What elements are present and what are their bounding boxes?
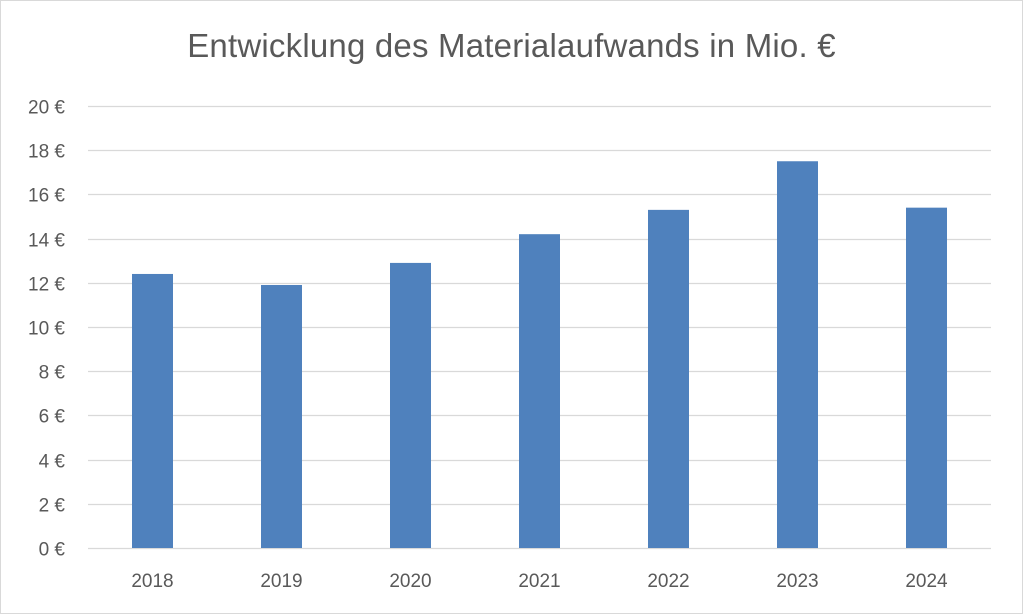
x-tick-label: 2023 xyxy=(776,571,818,592)
y-tick-label: 10 € xyxy=(28,319,65,340)
bar-2024 xyxy=(906,207,947,548)
y-tick-label: 8 € xyxy=(39,363,66,384)
y-tick-label: 4 € xyxy=(39,452,66,473)
bars xyxy=(132,161,947,548)
y-tick-label: 2 € xyxy=(39,496,66,517)
x-tick-label: 2022 xyxy=(647,571,689,592)
bar-2023 xyxy=(777,161,818,548)
x-tick-label: 2024 xyxy=(905,571,948,592)
bar-2020 xyxy=(390,262,431,548)
bar-2019 xyxy=(261,285,302,548)
y-tick-label: 12 € xyxy=(28,275,65,296)
y-axis-tick-labels: 0 € 2 € 4 € 6 € 8 € 10 € 12 € 14 € 16 € 18 € 20 € xyxy=(28,98,65,561)
y-tick-label: 14 € xyxy=(28,231,65,252)
bar-2018 xyxy=(132,273,173,548)
y-tick-label: 18 € xyxy=(28,142,65,163)
y-tick-label: 0 € xyxy=(39,540,66,561)
y-tick-label: 20 € xyxy=(28,98,65,119)
x-tick-label: 2018 xyxy=(131,571,173,592)
y-tick-label: 6 € xyxy=(39,407,66,428)
bar-2022 xyxy=(648,209,689,548)
x-tick-label: 2020 xyxy=(389,571,431,592)
bar-2021 xyxy=(519,234,560,548)
chart-title: Entwicklung des Materialaufwands in Mio.… xyxy=(187,27,836,64)
y-tick-label: 16 € xyxy=(28,186,65,207)
x-tick-label: 2019 xyxy=(260,571,302,592)
x-tick-label: 2021 xyxy=(518,571,560,592)
x-axis-tick-labels: 2018 2019 2020 2021 2022 2023 2024 xyxy=(131,571,948,592)
